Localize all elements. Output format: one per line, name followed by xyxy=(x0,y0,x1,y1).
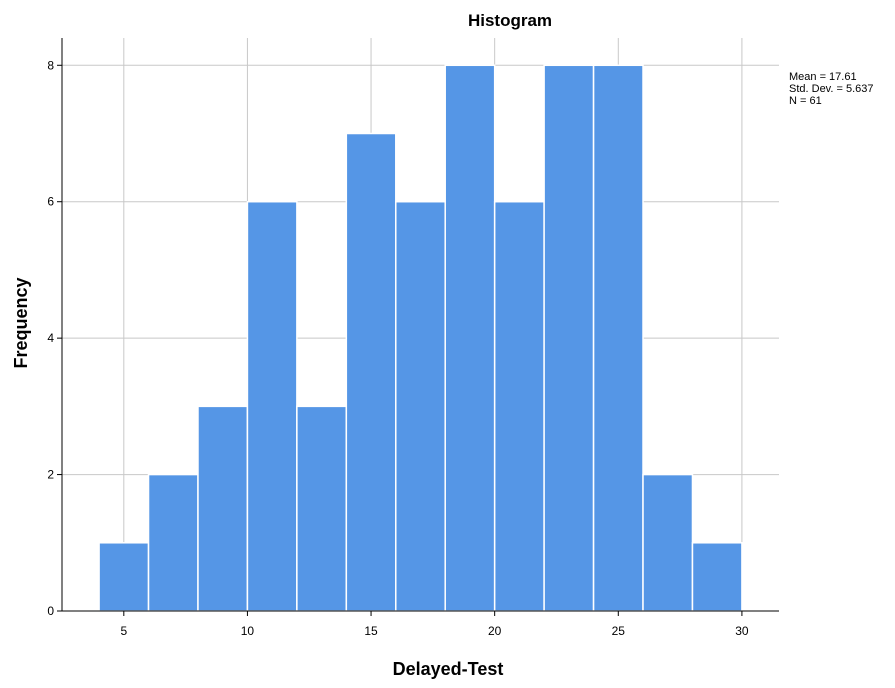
histogram-bar-1 xyxy=(147,473,199,612)
y-tick-label-0: 0 xyxy=(47,604,54,618)
histogram-bar-0 xyxy=(98,542,150,612)
y-tick-label-3: 6 xyxy=(47,195,54,209)
histogram-bar-10 xyxy=(592,64,644,612)
y-axis-ticks: 0 2 4 6 8 xyxy=(47,58,62,618)
statistics-legend: Mean = 17.61 Std. Dev. = 5.637 N = 61 xyxy=(789,71,874,107)
x-tick-label-1: 10 xyxy=(241,624,255,638)
y-tick-label-4: 8 xyxy=(47,58,54,72)
histogram-bar-4 xyxy=(296,405,348,612)
y-tick-label-1: 2 xyxy=(47,468,54,482)
histogram-bar-3 xyxy=(246,200,298,612)
axes xyxy=(61,38,779,612)
stat-mean: Mean = 17.61 xyxy=(789,71,857,83)
histogram-bars xyxy=(98,64,743,612)
x-tick-label-4: 25 xyxy=(612,624,626,638)
histogram-bar-11 xyxy=(642,473,694,612)
histogram-bar-5 xyxy=(345,132,397,612)
stat-n: N = 61 xyxy=(789,95,822,107)
x-tick-label-0: 5 xyxy=(120,624,127,638)
histogram-bar-6 xyxy=(395,200,446,612)
y-axis-label: Frequency xyxy=(11,277,31,368)
x-tick-label-2: 15 xyxy=(364,624,378,638)
x-tick-label-3: 20 xyxy=(488,624,502,638)
chart-title: Histogram xyxy=(468,11,552,30)
x-axis-ticks: 5 10 15 20 25 30 xyxy=(120,611,749,638)
x-tick-label-5: 30 xyxy=(735,624,749,638)
histogram-bar-12 xyxy=(691,542,743,612)
stat-std-dev: Std. Dev. = 5.637 xyxy=(789,83,874,95)
histogram-bar-7 xyxy=(444,64,496,612)
histogram-bar-8 xyxy=(493,200,545,612)
y-tick-label-2: 4 xyxy=(47,331,54,345)
x-axis-label: Delayed-Test xyxy=(393,659,504,679)
histogram-bar-2 xyxy=(197,405,249,612)
histogram-bar-9 xyxy=(543,64,595,612)
